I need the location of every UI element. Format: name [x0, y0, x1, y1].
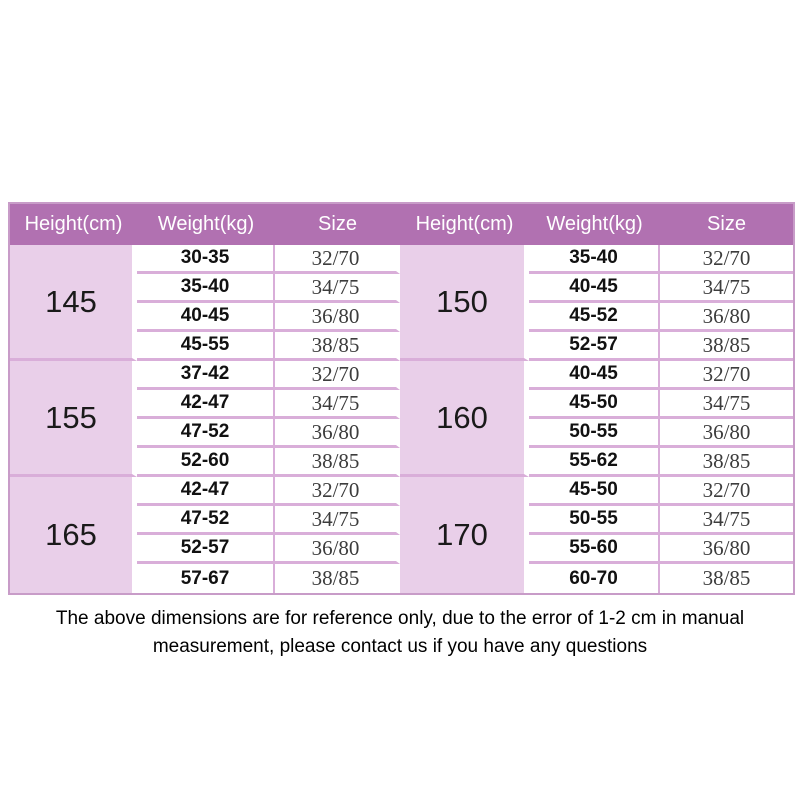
weight-cell: 45-52: [529, 303, 660, 332]
disclaimer-line-1: The above dimensions are for reference o…: [55, 608, 745, 629]
weight-cell: 57-67: [137, 564, 275, 593]
size-cell: 36/80: [275, 535, 400, 564]
size-cell: 34/75: [275, 274, 400, 303]
column-header-height-left: Height(cm): [10, 204, 137, 245]
height-cell: 150: [400, 245, 529, 361]
weight-cell: 42-47: [137, 390, 275, 419]
table-row: 47-52 34/75 50-55 34/75: [10, 506, 793, 535]
table-row: 52-60 38/85 55-62 38/85: [10, 448, 793, 477]
size-cell: 32/70: [660, 361, 793, 390]
table-row: 57-67 38/85 60-70 38/85: [10, 564, 793, 593]
weight-cell: 60-70: [529, 564, 660, 593]
size-cell: 38/85: [275, 332, 400, 361]
weight-cell: 37-42: [137, 361, 275, 390]
size-cell: 38/85: [660, 448, 793, 477]
column-header-size-left: Size: [275, 204, 400, 245]
weight-cell: 45-55: [137, 332, 275, 361]
column-header-weight-right: Weight(kg): [529, 204, 660, 245]
size-cell: 34/75: [275, 506, 400, 535]
size-cell: 32/70: [660, 245, 793, 274]
table-row: 155 37-42 32/70 160 40-45 32/70: [10, 361, 793, 477]
weight-cell: 47-52: [137, 506, 275, 535]
weight-cell: 52-57: [529, 332, 660, 361]
size-table-body: 145 30-35 32/70 150 35-40 32/70 35-40 34/75 40-4…: [10, 245, 793, 593]
table-row: 45-55 38/85 52-57 38/85: [10, 332, 793, 361]
column-header-height-right: Height(cm): [400, 204, 529, 245]
weight-cell: 50-55: [529, 506, 660, 535]
table-row: 42-47 34/75 45-50 34/75: [10, 390, 793, 419]
weight-cell: 42-47: [137, 477, 275, 506]
weight-cell: 35-40: [529, 245, 660, 274]
weight-cell: 35-40: [137, 274, 275, 303]
header-row: Height(cm) Weight(kg) Size Height(cm) We…: [10, 204, 793, 245]
table-row: 35-40 34/75 40-45 34/75: [10, 274, 793, 303]
size-cell: 34/75: [660, 274, 793, 303]
table-row: 165 42-47 32/70 170 45-50 32/70: [10, 477, 793, 593]
size-cell: 32/70: [660, 477, 793, 506]
table-row: 40-45 36/80 45-52 36/80: [10, 303, 793, 332]
disclaimer-text: The above dimensions are for reference o…: [0, 605, 800, 661]
size-cell: 36/80: [660, 303, 793, 332]
table-row: 47-52 36/80 50-55 36/80: [10, 419, 793, 448]
weight-cell: 47-52: [137, 419, 275, 448]
height-cell: 160: [400, 361, 529, 477]
size-cell: 38/85: [660, 332, 793, 361]
size-chart-table: Height(cm) Weight(kg) Size Height(cm) We…: [8, 202, 795, 595]
size-cell: 36/80: [660, 419, 793, 448]
column-header-size-right: Size: [660, 204, 793, 245]
size-cell: 38/85: [275, 564, 400, 593]
weight-cell: 40-45: [529, 361, 660, 390]
size-cell: 32/70: [275, 477, 400, 506]
table-row: 52-57 36/80 55-60 36/80: [10, 535, 793, 564]
size-cell: 34/75: [275, 390, 400, 419]
height-cell: 155: [10, 361, 137, 477]
size-cell: 36/80: [660, 535, 793, 564]
height-cell: 145: [10, 245, 137, 361]
table-row: 145 30-35 32/70 150 35-40 32/70: [10, 245, 793, 361]
weight-cell: 55-62: [529, 448, 660, 477]
weight-cell: 52-57: [137, 535, 275, 564]
weight-cell: 30-35: [137, 245, 275, 274]
height-cell: 165: [10, 477, 137, 593]
size-cell: 34/75: [660, 390, 793, 419]
size-cell: 32/70: [275, 361, 400, 390]
weight-cell: 45-50: [529, 477, 660, 506]
disclaimer-line-2: measurement, please contact us if you ha…: [152, 636, 648, 657]
size-cell: 34/75: [660, 506, 793, 535]
size-cell: 36/80: [275, 303, 400, 332]
size-cell: 38/85: [660, 564, 793, 593]
size-cell: 32/70: [275, 245, 400, 274]
weight-cell: 40-45: [137, 303, 275, 332]
height-cell: 170: [400, 477, 529, 593]
weight-cell: 52-60: [137, 448, 275, 477]
size-cell: 36/80: [275, 419, 400, 448]
weight-cell: 55-60: [529, 535, 660, 564]
weight-cell: 50-55: [529, 419, 660, 448]
size-cell: 38/85: [275, 448, 400, 477]
weight-cell: 45-50: [529, 390, 660, 419]
weight-cell: 40-45: [529, 274, 660, 303]
column-header-weight-left: Weight(kg): [137, 204, 275, 245]
